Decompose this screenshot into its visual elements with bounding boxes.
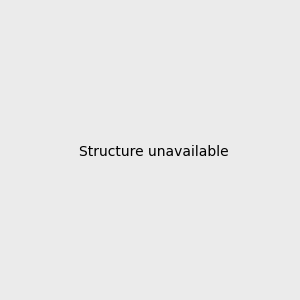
Text: Structure unavailable: Structure unavailable — [79, 145, 229, 158]
